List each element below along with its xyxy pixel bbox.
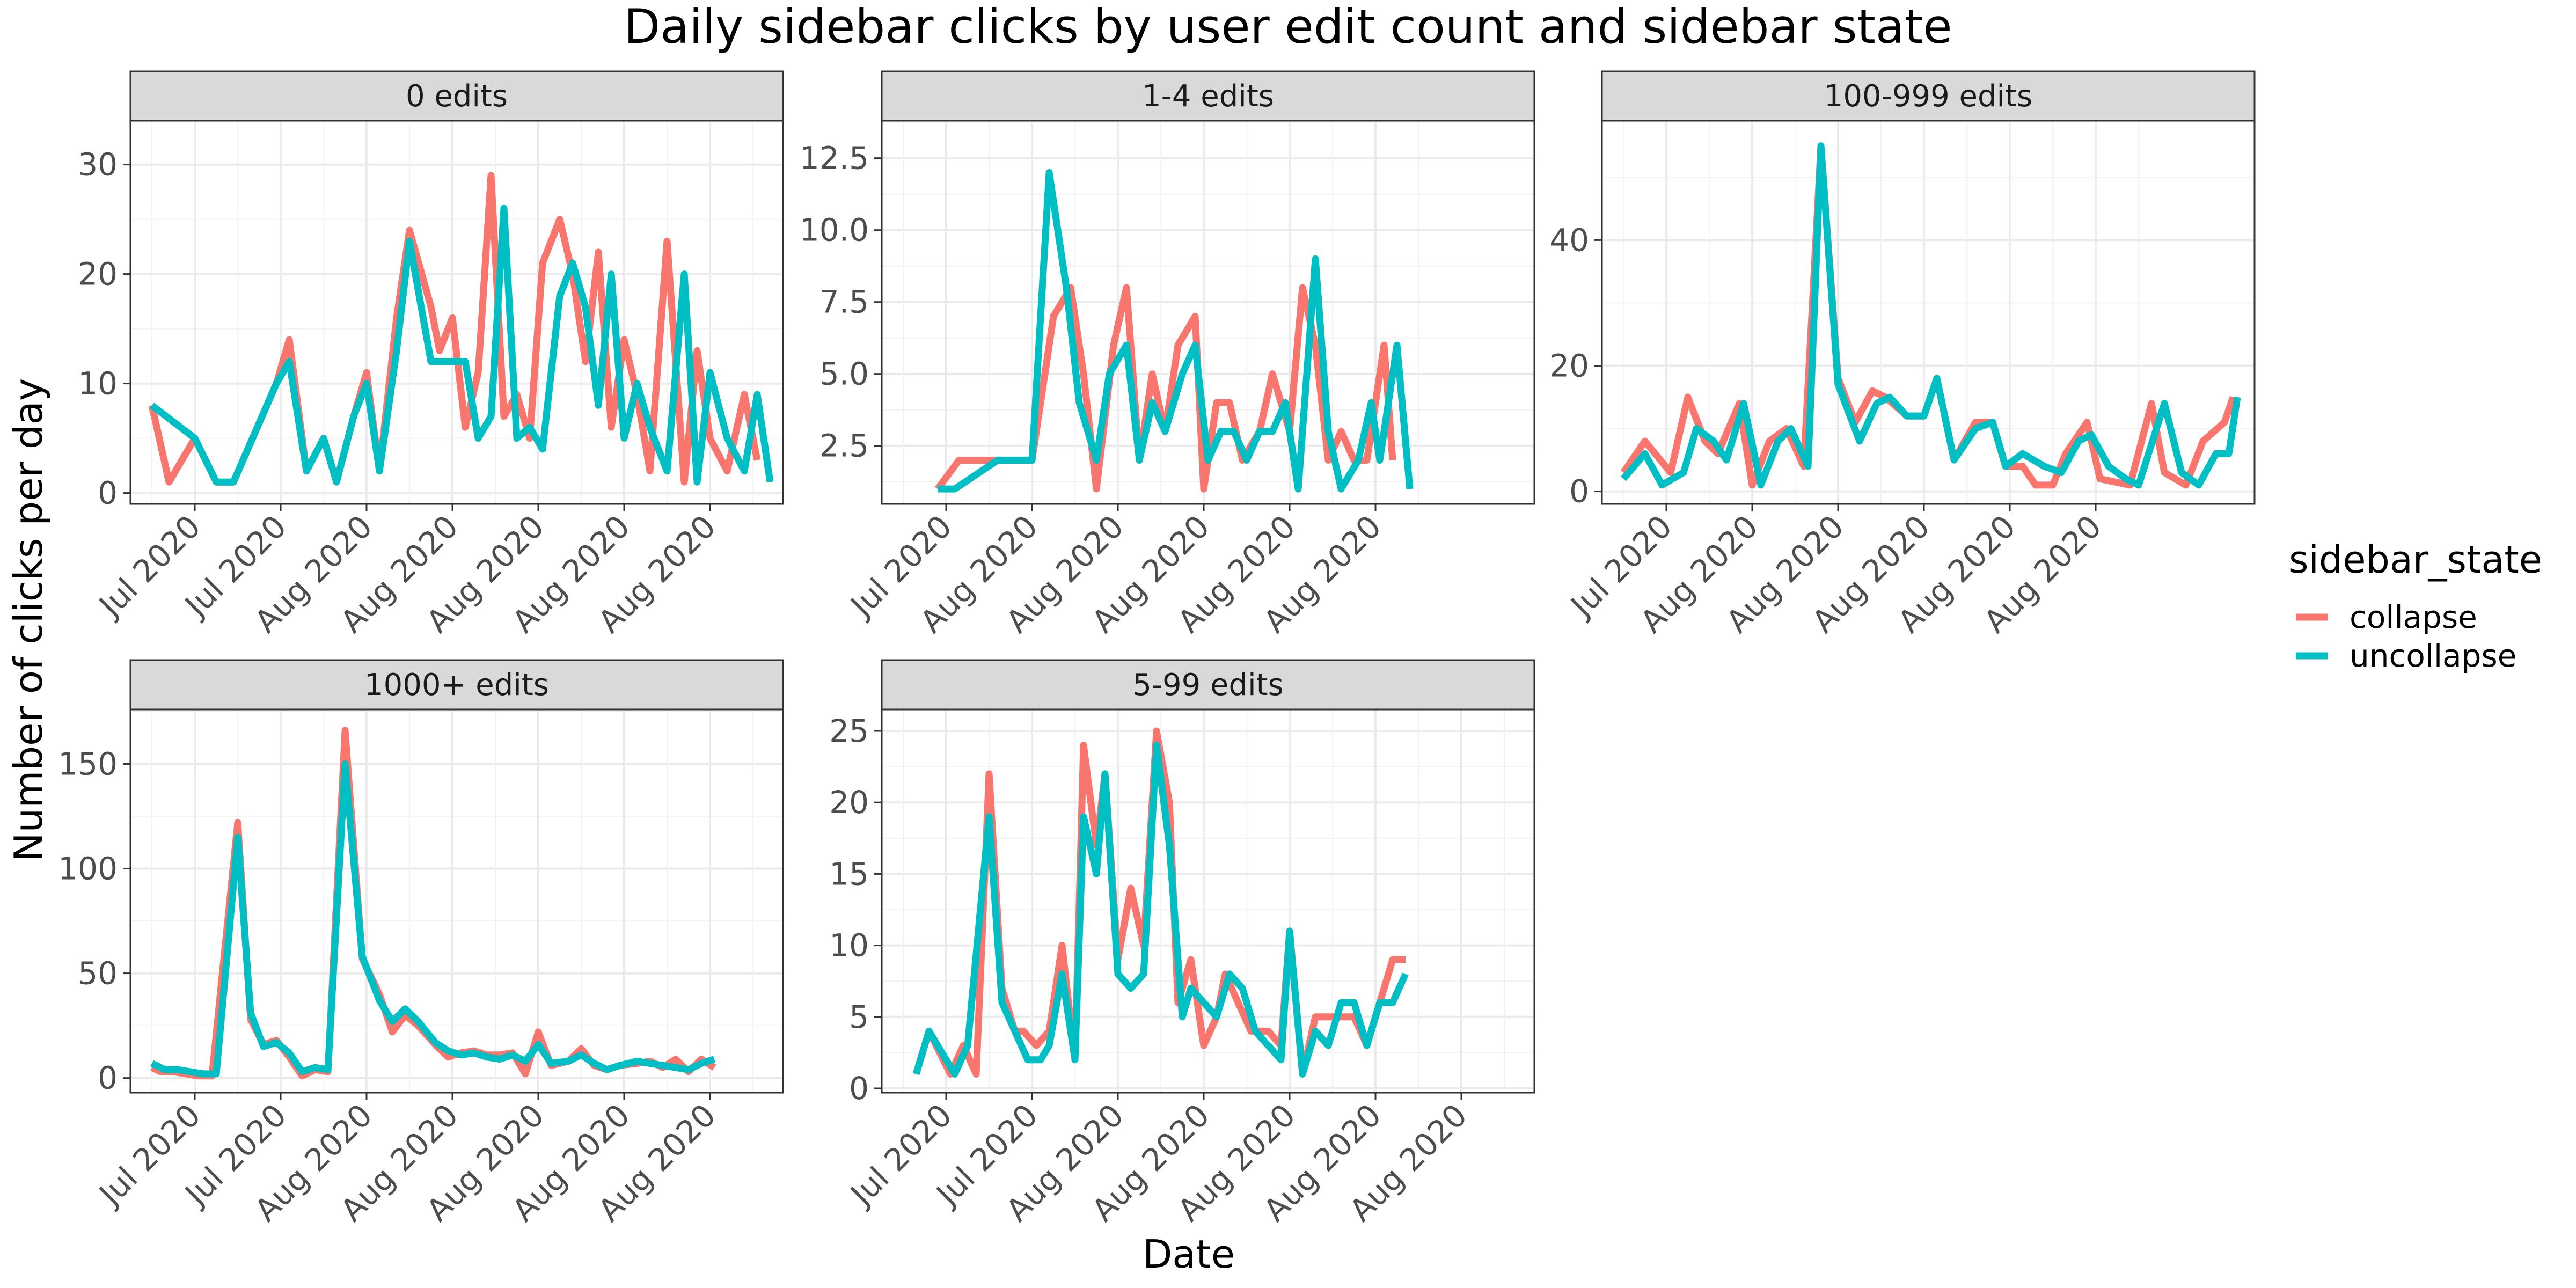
- y-tick-label: 12.5: [800, 140, 869, 177]
- facet-strip-label: 5-99 edits: [1132, 668, 1284, 702]
- y-tick-label: 25: [829, 713, 869, 749]
- y-tick-label: 0: [849, 1070, 869, 1107]
- y-tick-label: 2.5: [819, 428, 869, 464]
- series-line-uncollapse: [150, 760, 716, 1078]
- y-tick-label: 5.0: [819, 356, 869, 392]
- series-line-uncollapse: [150, 204, 774, 486]
- y-tick-label: 50: [78, 955, 118, 992]
- panel-border: [129, 708, 784, 1094]
- facet-strip-label: 0 edits: [406, 79, 508, 114]
- facet-strip: [129, 70, 784, 122]
- y-tick-label: 20: [829, 784, 869, 821]
- y-tick-label: 150: [58, 745, 118, 782]
- chart-title: Daily sidebar clicks by user edit count …: [624, 0, 1952, 54]
- y-tick-label: 100: [58, 851, 118, 887]
- y-tick-label: 20: [78, 256, 118, 292]
- y-tick-label: 0: [98, 1060, 118, 1096]
- legend-title: sidebar_state: [2289, 538, 2542, 582]
- legend-label-uncollapse: uncollapse: [2350, 638, 2516, 674]
- facet-strip-label: 1000+ edits: [364, 668, 549, 702]
- y-tick-label: 0: [98, 475, 118, 511]
- y-tick-label: 30: [78, 147, 118, 183]
- series-line-uncollapse: [938, 169, 1414, 493]
- series-line-uncollapse: [1621, 142, 2241, 489]
- y-tick-label: 40: [1549, 222, 1589, 258]
- facet-strip: [881, 70, 1535, 122]
- y-tick-label: 5: [849, 999, 869, 1035]
- y-tick-label: 0: [1569, 473, 1589, 510]
- series-line-uncollapse: [912, 742, 1409, 1078]
- y-tick-label: 10: [829, 927, 869, 964]
- y-tick-label: 10: [78, 365, 118, 402]
- y-tick-label: 7.5: [819, 284, 869, 320]
- facet-strip-label: 1-4 edits: [1142, 79, 1274, 114]
- panel-border: [1601, 120, 2256, 505]
- y-tick-label: 20: [1549, 347, 1589, 384]
- facet-strip-label: 100-999 edits: [1824, 79, 2032, 114]
- y-axis-title: Number of clicks per day: [6, 378, 51, 862]
- facet-strip: [881, 659, 1535, 711]
- legend-label-collapse: collapse: [2350, 599, 2477, 635]
- y-tick-label: 15: [829, 855, 869, 892]
- x-axis-title: Date: [1143, 1232, 1235, 1277]
- panel-border: [129, 120, 784, 505]
- panel-border: [881, 708, 1535, 1094]
- panel-border: [881, 120, 1535, 505]
- y-tick-label: 10.0: [800, 212, 869, 248]
- facet-strip: [129, 659, 784, 711]
